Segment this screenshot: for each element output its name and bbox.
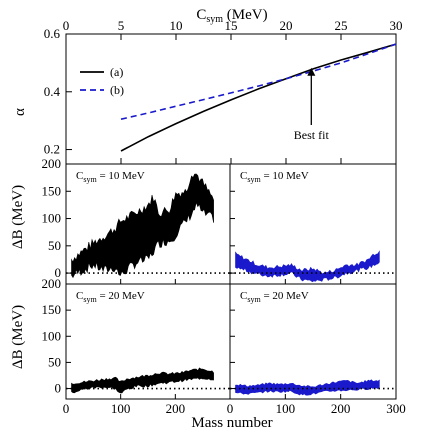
y-tick-label: 200 [42, 276, 62, 291]
x-tick-label: 100 [276, 401, 296, 416]
delta-b-band [235, 250, 380, 283]
top-axis-title: Csym (MeV) [196, 7, 267, 25]
x-tick-label: 5 [118, 18, 125, 33]
x-tick-label: 0 [227, 401, 234, 416]
x-tick-label: 200 [331, 401, 351, 416]
series-line-a [120, 43, 397, 152]
csym-panel-label: Csym = 10 MeV [76, 170, 145, 184]
y-tick-label: 100 [42, 328, 62, 343]
x-tick-label: 10 [170, 18, 183, 33]
x-tick-label: 200 [166, 401, 186, 416]
csym-panel-label: Csym = 10 MeV [240, 170, 309, 184]
x-tick-label: 0 [63, 401, 70, 416]
y-tick-label: 0 [55, 265, 62, 280]
x-tick-label: 20 [280, 18, 293, 33]
alpha-axis-title: α [12, 108, 28, 116]
series-line-b [120, 43, 397, 120]
csym-panel-label: Csym = 20 MeV [240, 290, 309, 304]
y-tick-label: 50 [48, 354, 61, 369]
best-fit-label: Best fit [294, 128, 330, 142]
alpha-panel-frame [65, 33, 397, 165]
panel-frame [229, 283, 397, 400]
delta-b-panel-csym20-a: 0 50 100 150 200 0 100 200 Csym = 20 MeV [42, 276, 231, 416]
y-tick-label: 50 [48, 238, 61, 253]
delta-b-band [235, 379, 380, 396]
x-tick-label: 300 [386, 401, 406, 416]
x-tick-label: 0 [63, 18, 70, 33]
x-tick-label: 30 [390, 18, 403, 33]
best-fit-arrow-head [307, 67, 316, 76]
legend-label: (b) [110, 83, 124, 97]
x-tick-label: 100 [111, 401, 131, 416]
mass-number-axis-title: Mass number [191, 415, 272, 431]
y-tick-label: 0.6 [44, 26, 61, 41]
y-tick-label: 100 [42, 211, 62, 226]
y-tick-label: 0.4 [44, 84, 61, 99]
y-tick-label: 150 [42, 183, 62, 198]
y-tick-label: 150 [42, 302, 62, 317]
y-tick-label: 0.2 [44, 142, 60, 157]
delta-b-band [71, 367, 214, 394]
delta-b-panel-csym20-b: 0 100 200 300 Csym = 20 MeV [227, 283, 406, 416]
y-tick-label: 0 [55, 381, 62, 396]
y-tick-label: 200 [42, 156, 62, 171]
x-tick-label: 25 [335, 18, 348, 33]
delta-b-axis-title-bottom: ΔB (MeV) [10, 305, 26, 369]
delta-b-panel-csym10-a: 0 50 100 150 200 Csym = 10 MeV [42, 156, 231, 285]
alpha-panel: 0 5 10 15 20 25 30 0.2 0.4 0.6 (a) (b) Best fit [44, 18, 403, 165]
delta-b-axis-title-middle: ΔB (MeV) [10, 185, 26, 249]
delta-b-panel-csym10-b: Csym = 10 MeV [229, 163, 397, 285]
delta-b-band [71, 173, 214, 279]
csym-panel-label: Csym = 20 MeV [76, 290, 145, 304]
legend-label: (a) [110, 65, 123, 79]
x-tick-label: 15 [225, 18, 238, 33]
